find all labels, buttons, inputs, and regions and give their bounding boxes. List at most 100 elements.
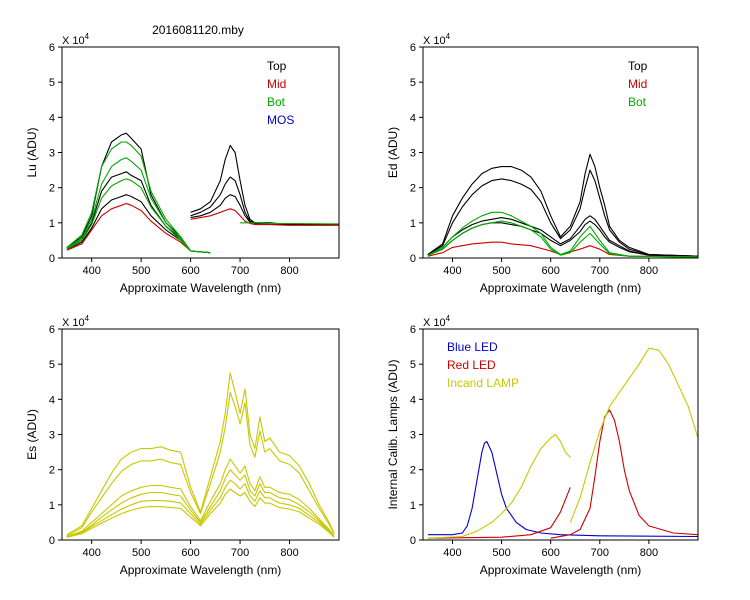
series-line-top [427,169,698,257]
x-tick-label: 700 [231,547,249,559]
x-tick-label: 800 [280,547,298,559]
series-line-es [66,458,335,538]
figure-title: 2016081120.mby [152,23,244,37]
y-tick-label: 4 [410,394,416,406]
y-tick-label: 0 [410,253,416,265]
series-line-blue-led [427,440,698,538]
legend-entry: Bot [628,95,647,109]
y-tick-label: 5 [410,359,416,371]
x-tick-label: 400 [443,265,461,277]
legend: Top Mid Bot [628,59,648,109]
plot-frame [61,46,340,259]
axis-multiplier: X 104 [423,314,451,329]
x-axis-label: Approximate Wavelength (nm) [120,281,282,295]
axis-multiplier: X 104 [62,314,90,329]
series-line-top [190,194,339,226]
series-line-red-led [427,487,571,539]
y-axis-label: Lu (ADU) [25,127,39,177]
y-tick-label: 3 [410,148,416,160]
y-tick-label: 1 [410,218,416,230]
series-line-incand-lamp [569,347,698,523]
x-tick-label: 700 [591,547,609,559]
x-axis-label: Approximate Wavelength (nm) [120,563,282,577]
series-group [427,347,698,539]
y-tick-label: 1 [49,500,55,512]
x-tick-label: 800 [280,265,298,277]
series-line-es [66,488,335,538]
y-tick-label: 6 [410,42,416,54]
series-line-mid [427,241,698,258]
y-tick-label: 3 [49,430,55,442]
series-line-top [190,176,339,226]
series-line-incand-lamp [427,433,571,539]
series-line-es [66,469,335,538]
series-line-es [66,372,335,536]
y-tick-label: 1 [49,218,55,230]
x-tick-label: 400 [82,547,100,559]
y-tick-label: 6 [49,324,55,336]
axis-multiplier: X 104 [62,32,90,47]
y-tick-label: 0 [49,535,55,547]
series-line-top [66,171,211,254]
y-tick-label: 1 [410,500,416,512]
legend-entry: MOS [267,113,294,127]
x-tick-label: 600 [181,265,199,277]
x-tick-label: 600 [181,547,199,559]
series-line-top [190,144,339,226]
y-axis-label: Ed (ADU) [386,127,400,178]
axis-multiplier: X 104 [423,32,451,47]
y-tick-label: 3 [410,430,416,442]
y-tick-label: 4 [49,112,55,124]
x-tick-label: 600 [541,265,559,277]
y-tick-label: 0 [49,253,55,265]
series-line-top [427,153,698,257]
legend-entry: Mid [267,77,286,91]
series-line-red-led [550,409,698,539]
series-group [66,132,339,254]
x-tick-label: 800 [640,547,658,559]
x-tick-label: 500 [132,547,150,559]
y-tick-label: 4 [410,112,416,124]
legend-entry: Red LED [447,358,496,372]
legend-entry: Incand LAMP [447,376,519,390]
x-tick-label: 800 [640,265,658,277]
legend-entry: Bot [267,95,286,109]
x-tick-label: 500 [132,265,150,277]
x-tick-label: 400 [443,547,461,559]
y-axis-label: Internal Calib. Lamps (ADU) [386,359,400,509]
series-line-mid [66,202,211,254]
x-axis-label: Approximate Wavelength (nm) [480,563,642,577]
legend-entry: Mid [628,77,647,91]
series-line-mid [190,208,339,226]
series-group [66,372,335,538]
x-tick-label: 700 [231,265,249,277]
chart-lu: 400 500 600 700 800 0 1 2 3 4 5 6 X 104 Approximate W… [25,32,340,295]
y-tick-label: 6 [410,324,416,336]
y-tick-label: 3 [49,148,55,160]
legend-entry: Blue LED [447,340,498,354]
series-line-bot [66,157,211,254]
series-group [427,153,698,258]
x-tick-label: 600 [541,547,559,559]
series-line-bot [66,178,211,254]
x-tick-label: 700 [591,265,609,277]
y-tick-label: 4 [49,394,55,406]
series-line-bot [240,222,339,225]
legend-entry: Top [628,59,648,73]
y-tick-label: 2 [49,465,55,477]
series-line-bot [66,141,211,254]
y-tick-label: 5 [49,359,55,371]
x-axis-label: Approximate Wavelength (nm) [480,281,642,295]
chart-ed: 400 500 600 700 800 0 1 2 3 4 5 6 X 104 Approximate W… [386,32,699,295]
y-tick-label: 6 [49,42,55,54]
legend: Top Mid Bot MOS [267,59,294,127]
y-tick-label: 5 [410,77,416,89]
x-tick-label: 500 [492,547,510,559]
y-tick-label: 0 [410,535,416,547]
series-line-top [427,215,698,257]
y-tick-label: 2 [410,183,416,195]
x-tick-label: 500 [492,265,510,277]
y-tick-label: 5 [49,77,55,89]
y-axis-label: Es (ADU) [25,409,39,460]
